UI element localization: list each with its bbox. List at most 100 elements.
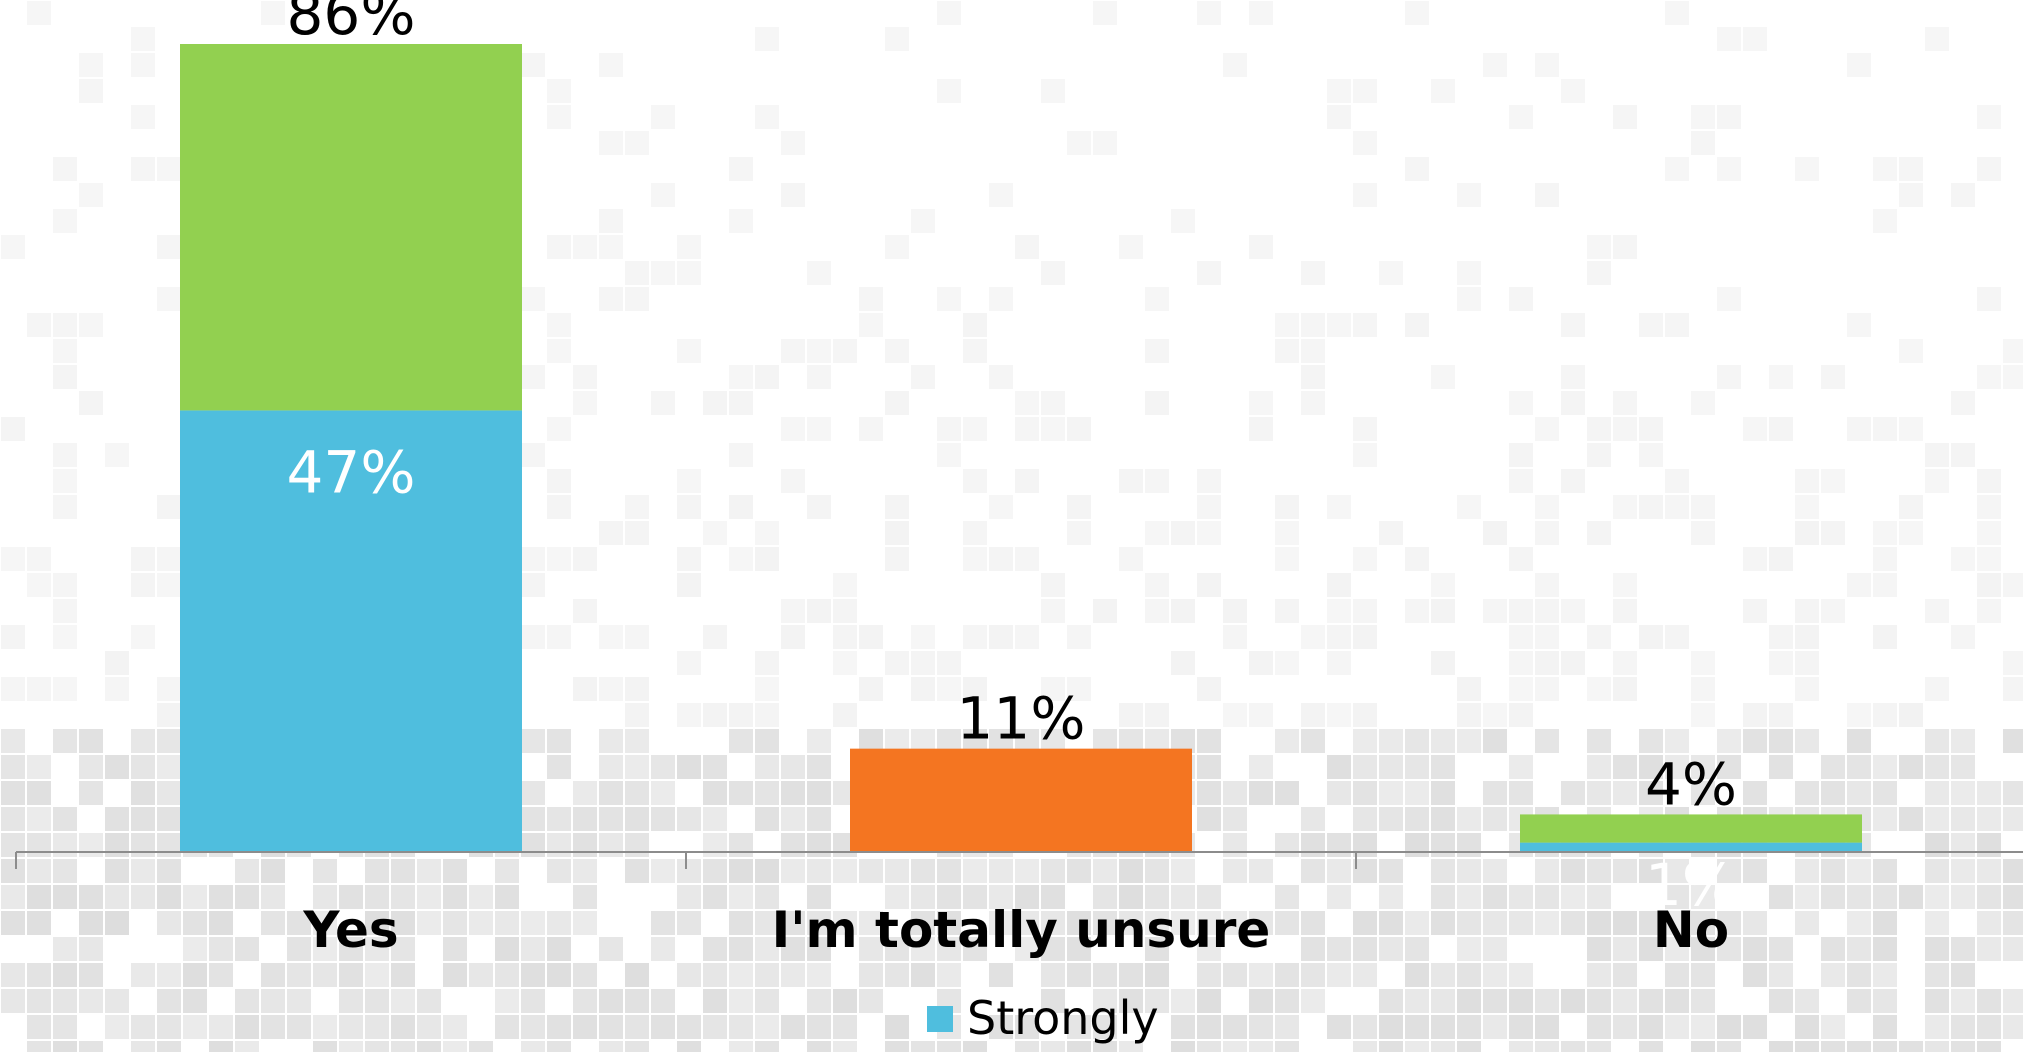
background-square [729, 963, 753, 987]
background-square [937, 677, 961, 701]
background-square [1353, 417, 1377, 441]
background-square [599, 235, 623, 259]
background-square [2003, 573, 2023, 597]
background-square [1873, 547, 1897, 571]
background-square [1665, 989, 1689, 1013]
background-square [1769, 1041, 1793, 1052]
legend-swatch-strongly [927, 1006, 953, 1032]
background-square [1, 729, 25, 753]
background-square [1431, 807, 1455, 831]
background-square [677, 651, 701, 675]
background-square [677, 703, 701, 727]
background-square [157, 1041, 181, 1052]
background-square [1249, 417, 1273, 441]
background-square [27, 1041, 51, 1052]
background-square [1197, 885, 1221, 909]
segment-label-yes-series-1: 47% [287, 438, 416, 506]
background-square [1899, 183, 1923, 207]
background-square [1379, 521, 1403, 545]
background-square [1691, 911, 1715, 935]
background-square [261, 911, 285, 935]
background-square [1223, 911, 1247, 935]
background-square [1145, 937, 1169, 961]
background-square [1145, 339, 1169, 363]
background-square [599, 729, 623, 753]
background-square [1197, 573, 1221, 597]
background-square [1197, 495, 1221, 519]
background-square [1587, 261, 1611, 285]
background-square [1041, 391, 1065, 415]
background-square [755, 105, 779, 129]
background-square [1587, 755, 1611, 779]
background-square [1197, 521, 1221, 545]
background-square [2003, 937, 2023, 961]
background-square [53, 157, 77, 181]
background-square [1847, 911, 1871, 935]
background-square [1275, 651, 1299, 675]
background-square [1405, 1015, 1429, 1039]
background-square [1925, 833, 1949, 857]
background-square [79, 911, 103, 935]
background-square [365, 885, 389, 909]
background-square [1041, 79, 1065, 103]
background-square [599, 53, 623, 77]
background-square [521, 729, 545, 753]
background-square [1249, 1015, 1273, 1039]
background-square [677, 859, 701, 883]
background-square [1301, 703, 1325, 727]
background-square [807, 807, 831, 831]
background-square [677, 261, 701, 285]
background-square [1977, 833, 2001, 857]
background-square [2003, 729, 2023, 753]
background-square [1457, 1015, 1481, 1039]
background-square [339, 963, 363, 987]
background-square [157, 703, 181, 727]
background-square [807, 911, 831, 935]
background-square [1535, 651, 1559, 675]
background-square [157, 287, 181, 311]
background-square [1119, 963, 1143, 987]
background-square [1665, 157, 1689, 181]
background-square [807, 859, 831, 883]
background-square [963, 937, 987, 961]
background-square [1041, 963, 1065, 987]
background-square [53, 469, 77, 493]
background-square [1067, 521, 1091, 545]
background-square [157, 547, 181, 571]
background-square [1847, 859, 1871, 883]
background-square [1041, 599, 1065, 623]
background-square [1301, 963, 1325, 987]
background-square [495, 937, 519, 961]
background-square [1691, 521, 1715, 545]
background-square [1743, 963, 1767, 987]
background-square [781, 625, 805, 649]
background-square [1535, 417, 1559, 441]
background-square [1483, 807, 1507, 831]
background-square [651, 1015, 675, 1039]
background-square [1405, 313, 1429, 337]
background-square [443, 937, 467, 961]
background-square [1275, 495, 1299, 519]
background-square [79, 391, 103, 415]
background-square [53, 729, 77, 753]
background-square [1041, 1041, 1065, 1052]
background-square [1873, 989, 1897, 1013]
background-square [209, 937, 233, 961]
background-square [1977, 495, 2001, 519]
background-square [2003, 885, 2023, 909]
background-square [1873, 625, 1897, 649]
background-square [1041, 261, 1065, 285]
background-square [703, 1015, 727, 1039]
background-square [1457, 261, 1481, 285]
background-square [105, 677, 129, 701]
background-square [1223, 53, 1247, 77]
background-square [1457, 833, 1481, 857]
background-square [391, 911, 415, 935]
background-square [1535, 989, 1559, 1013]
background-square [157, 807, 181, 831]
background-square [1873, 1041, 1897, 1052]
background-square [313, 1015, 337, 1039]
background-square [1717, 105, 1741, 129]
background-square [1171, 521, 1195, 545]
background-square [729, 547, 753, 571]
